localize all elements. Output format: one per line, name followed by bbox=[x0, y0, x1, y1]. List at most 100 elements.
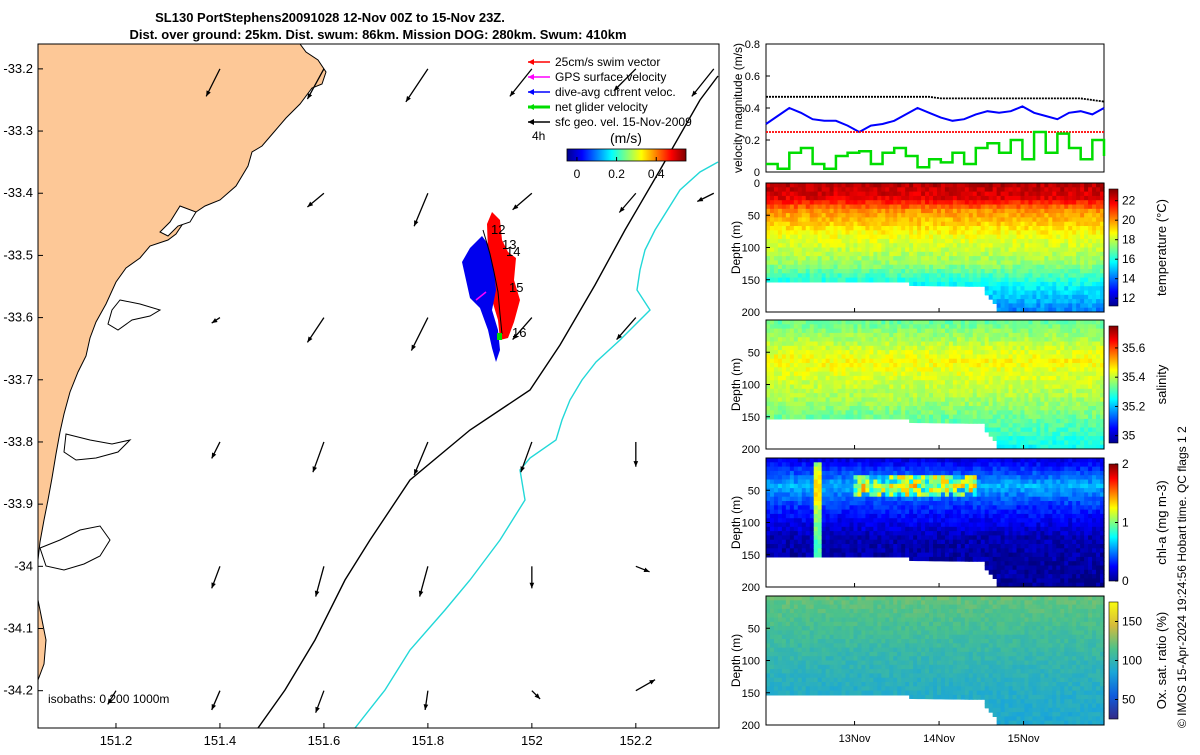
profile-cell bbox=[913, 350, 918, 355]
profile-cell bbox=[834, 367, 839, 372]
profile-cell bbox=[1024, 200, 1029, 205]
profile-cell bbox=[1028, 269, 1033, 274]
profile-cell bbox=[1024, 243, 1029, 248]
profile-cell bbox=[794, 406, 799, 411]
profile-cell bbox=[1084, 415, 1089, 420]
profile-cell bbox=[1052, 376, 1057, 381]
profile-cell bbox=[810, 213, 815, 218]
profile-cell bbox=[798, 415, 803, 420]
profile-cell bbox=[1092, 324, 1097, 329]
profile-cell bbox=[1092, 260, 1097, 265]
profile-cell bbox=[1068, 209, 1073, 214]
profile-cell bbox=[814, 531, 819, 536]
profile-cell bbox=[790, 393, 795, 398]
profile-cell bbox=[842, 213, 847, 218]
profile-cell bbox=[802, 501, 807, 506]
profile-cell bbox=[857, 406, 862, 411]
profile-cell bbox=[1005, 372, 1010, 377]
profile-cell bbox=[814, 265, 819, 270]
profile-cell bbox=[1036, 440, 1041, 445]
profile-cell bbox=[961, 372, 966, 377]
profile-cell bbox=[770, 389, 775, 394]
profile-cell bbox=[850, 350, 855, 355]
profile-cell bbox=[961, 333, 966, 338]
profile-cell bbox=[953, 205, 958, 210]
profile-cell bbox=[1092, 303, 1097, 308]
profile-cell bbox=[790, 535, 795, 540]
profile-cell bbox=[786, 505, 791, 510]
profile-cell bbox=[973, 256, 978, 261]
profile-cell bbox=[945, 187, 950, 192]
profile-cell bbox=[1088, 243, 1093, 248]
profile-cell bbox=[766, 458, 771, 463]
profile-cell bbox=[957, 205, 962, 210]
profile-cell bbox=[1052, 303, 1057, 308]
profile-cell bbox=[1076, 385, 1081, 390]
profile-cell bbox=[997, 376, 1002, 381]
profile-cell bbox=[989, 217, 994, 222]
profile-cell bbox=[774, 256, 779, 261]
profile-cell bbox=[1013, 192, 1018, 197]
profile-cell bbox=[1072, 419, 1077, 424]
profile-cell bbox=[790, 235, 795, 240]
profile-cell bbox=[1005, 402, 1010, 407]
profile-cell bbox=[818, 480, 823, 485]
profile-cell bbox=[1056, 187, 1061, 192]
profile-cell bbox=[1096, 419, 1101, 424]
profile-cell bbox=[1064, 346, 1069, 351]
profile-cell bbox=[834, 329, 839, 334]
profile-cell bbox=[838, 243, 843, 248]
profile-cell bbox=[786, 260, 791, 265]
profile-cell bbox=[1032, 359, 1037, 364]
profile-cell bbox=[1009, 359, 1014, 364]
profile-cell bbox=[830, 393, 835, 398]
profile-cell bbox=[818, 540, 823, 545]
profile-cell bbox=[909, 372, 914, 377]
profile-cell bbox=[1013, 209, 1018, 214]
profile-cell bbox=[965, 359, 970, 364]
profile-cell bbox=[853, 393, 858, 398]
profile-cell bbox=[997, 432, 1002, 437]
profile-cell bbox=[830, 480, 835, 485]
profile-cell bbox=[1088, 248, 1093, 253]
profile-cell bbox=[770, 187, 775, 192]
profile-cell bbox=[1052, 235, 1057, 240]
profile-cell bbox=[770, 497, 775, 502]
figure-title-line2: Dist. over ground: 25km. Dist. swum: 86k… bbox=[129, 27, 626, 42]
profile-cell bbox=[877, 239, 882, 244]
profile-cell bbox=[917, 260, 922, 265]
profile-cell bbox=[1060, 415, 1065, 420]
profile-cell bbox=[1036, 303, 1041, 308]
profile-cell bbox=[818, 527, 823, 532]
profile-cell bbox=[850, 415, 855, 420]
profile-cell bbox=[818, 523, 823, 528]
profile-cell bbox=[1084, 432, 1089, 437]
profile-cell bbox=[1084, 350, 1089, 355]
profile-cell bbox=[921, 217, 926, 222]
profile-cell bbox=[1076, 436, 1081, 441]
profile-cell bbox=[929, 235, 934, 240]
profile-cell bbox=[1001, 419, 1006, 424]
profile-cell bbox=[1072, 333, 1077, 338]
profile-cell bbox=[822, 540, 827, 545]
profile-cell bbox=[1013, 432, 1018, 437]
legend-label: GPS surface velocity bbox=[555, 70, 666, 84]
profile-cell bbox=[933, 376, 938, 381]
profile-cell bbox=[1052, 359, 1057, 364]
profile-cell bbox=[850, 342, 855, 347]
profile-y-tick-label: 150 bbox=[742, 275, 760, 287]
profile-cell bbox=[1096, 372, 1101, 377]
profile-cell bbox=[802, 252, 807, 257]
profile-cell bbox=[782, 527, 787, 532]
profile-cell bbox=[1001, 346, 1006, 351]
profile-cell bbox=[834, 222, 839, 227]
profile-cell bbox=[1060, 278, 1065, 283]
profile-cell bbox=[1024, 248, 1029, 253]
profile-cell bbox=[1005, 226, 1010, 231]
profile-cell bbox=[822, 406, 827, 411]
profile-cell bbox=[814, 217, 819, 222]
profile-cell bbox=[782, 467, 787, 472]
profile-cell bbox=[830, 505, 835, 510]
profile-cell bbox=[806, 213, 811, 218]
profile-cell bbox=[818, 471, 823, 476]
